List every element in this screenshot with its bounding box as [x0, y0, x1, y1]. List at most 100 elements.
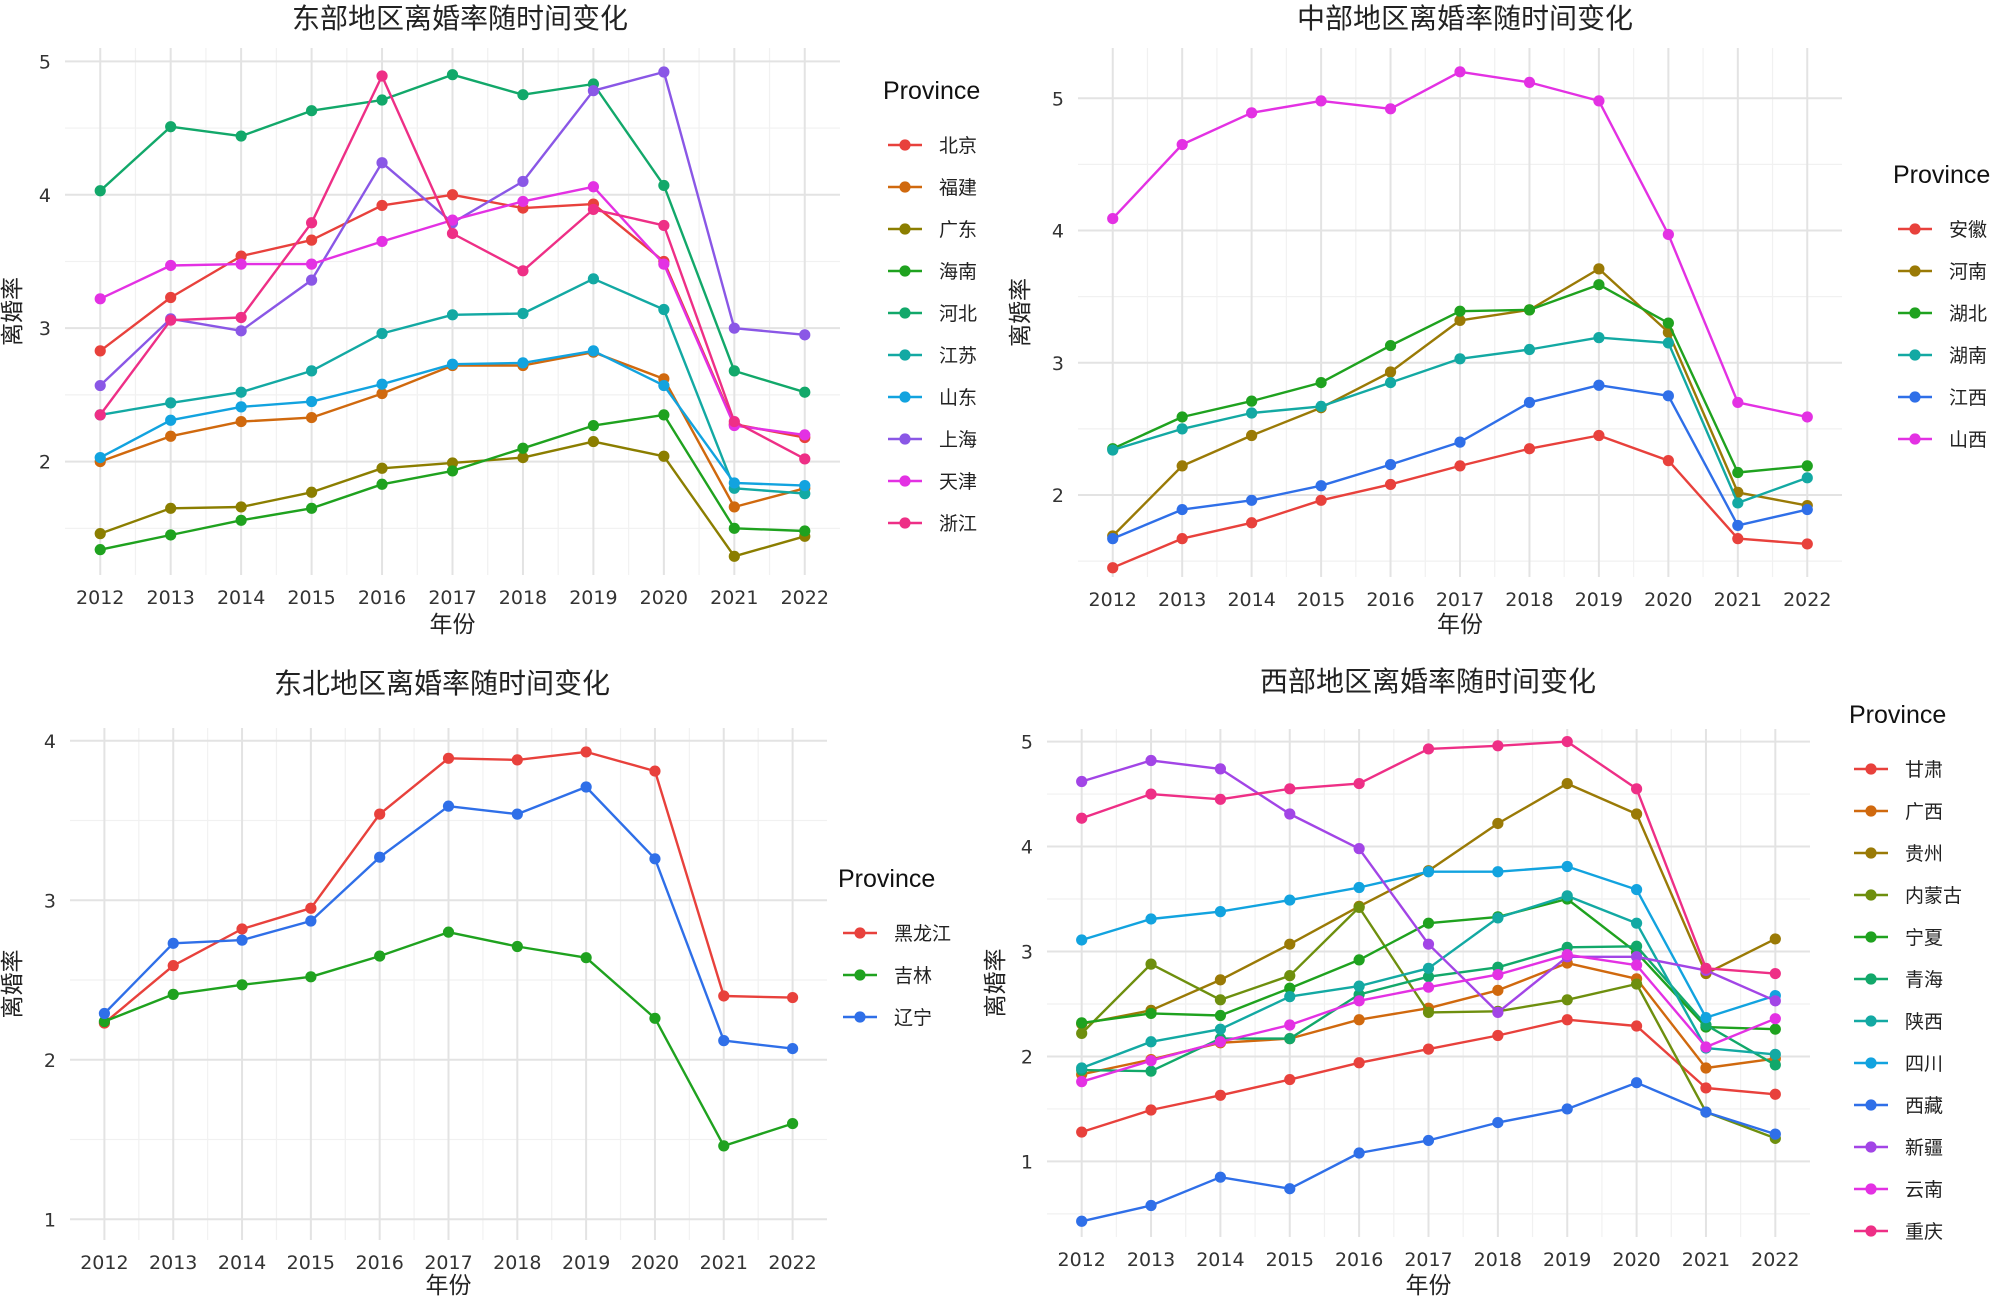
data-point	[580, 952, 592, 964]
data-point	[728, 322, 740, 334]
data-point	[165, 502, 177, 514]
data-point	[1145, 1199, 1157, 1212]
data-point	[718, 1035, 730, 1047]
data-point	[658, 179, 670, 192]
data-point	[1214, 1023, 1227, 1035]
legend-key-point	[899, 475, 911, 487]
legend-label: 贵州	[1905, 843, 1943, 865]
data-point	[1492, 1116, 1504, 1129]
data-point	[1492, 984, 1504, 996]
legend-label: 重庆	[1905, 1221, 1943, 1243]
legend-item: 新疆	[1854, 1137, 1943, 1159]
legend-item: 安徽	[1898, 219, 1987, 241]
data-point	[1769, 995, 1781, 1007]
data-point	[94, 185, 106, 197]
x-tick-label: 2018	[1505, 589, 1553, 611]
data-point	[1145, 958, 1157, 970]
legend-item: 山东	[888, 387, 977, 409]
series-湖南	[1107, 332, 1813, 509]
data-point	[305, 502, 318, 514]
data-point	[305, 365, 318, 377]
data-point	[305, 274, 318, 286]
data-point	[1630, 783, 1643, 795]
chart-title: 西部地区离婚率随时间变化	[1260, 665, 1596, 698]
data-point	[1284, 982, 1296, 994]
data-point	[1076, 812, 1088, 824]
legend-item: 山西	[1898, 429, 1987, 451]
legend-item: 湖北	[1898, 303, 1987, 325]
data-point	[442, 800, 455, 812]
legend-key-point	[1865, 847, 1877, 859]
data-point	[1593, 429, 1605, 442]
legend-key-point	[1865, 1099, 1877, 1111]
data-point	[1662, 228, 1674, 241]
data-point	[1284, 991, 1296, 1003]
data-point	[1769, 967, 1781, 980]
series-四川	[1076, 860, 1781, 1024]
x-tick-label: 2020	[631, 1252, 679, 1274]
data-point	[1630, 808, 1643, 820]
data-point	[167, 988, 179, 1000]
data-point	[236, 979, 248, 991]
y-tick-label: 3	[44, 890, 56, 912]
data-point	[236, 923, 248, 935]
legend-key-point	[1909, 265, 1921, 277]
chart-panel-east: 2 3 4 5 2012 2013 2014 2015 2016 2017 2018 2019 2020…	[0, 2, 980, 638]
x-tick-label: 2020	[1644, 589, 1692, 611]
legend-title: Province	[1893, 161, 1990, 189]
legend-item: 江西	[1898, 387, 1987, 409]
data-point	[517, 175, 529, 188]
data-point	[1454, 436, 1466, 448]
x-tick-label: 2013	[1158, 589, 1206, 611]
data-point	[94, 379, 106, 392]
data-point	[587, 435, 600, 448]
x-tick-label: 2012	[76, 587, 124, 609]
legend-key-point	[854, 969, 866, 981]
legend-label: 湖北	[1949, 303, 1987, 325]
data-point	[1353, 901, 1365, 914]
data-point	[1523, 76, 1536, 88]
x-tick-label: 2022	[768, 1252, 816, 1274]
legend-label: 甘肃	[1905, 759, 1943, 781]
data-point	[799, 329, 811, 341]
data-point	[1145, 1055, 1157, 1067]
data-point	[376, 327, 388, 340]
legend-label: 陕西	[1905, 1011, 1943, 1033]
legend-key-point	[899, 223, 911, 235]
y-tick-label: 2	[1021, 1046, 1033, 1068]
data-point	[728, 477, 740, 489]
legend-label: 内蒙古	[1905, 885, 1962, 907]
legend-label: 福建	[939, 177, 977, 199]
y-tick-label: 5	[39, 51, 51, 73]
legend-item: 河南	[1898, 261, 1987, 283]
legend-item: 内蒙古	[1854, 885, 1962, 907]
legend-item: 广西	[1854, 801, 1943, 823]
data-point	[1145, 913, 1157, 925]
x-tick-label: 2022	[1783, 589, 1831, 611]
legend-label: 天津	[939, 471, 977, 493]
legend-title: Province	[838, 865, 935, 893]
chart-title: 东部地区离婚率随时间变化	[292, 2, 628, 35]
data-point	[1492, 740, 1504, 752]
data-point	[1732, 497, 1744, 509]
legend-key-point	[1865, 1183, 1877, 1195]
data-point	[374, 851, 386, 863]
data-point	[1700, 1106, 1712, 1118]
data-point	[1076, 1027, 1088, 1039]
legend-label: 安徽	[1949, 219, 1987, 241]
series-安徽	[1107, 429, 1813, 574]
data-point	[1422, 938, 1435, 950]
data-point	[1214, 793, 1227, 805]
legend-label: 河北	[939, 303, 977, 325]
data-point	[1107, 213, 1119, 225]
legend-label: 广西	[1905, 801, 1943, 823]
data-point	[1076, 1215, 1088, 1227]
legend-item: 辽宁	[843, 1007, 932, 1029]
data-point	[517, 89, 529, 101]
data-point	[1523, 304, 1536, 316]
data-point	[305, 915, 317, 927]
data-point	[1107, 444, 1119, 456]
data-point	[1145, 1104, 1157, 1116]
data-point	[1523, 343, 1536, 356]
